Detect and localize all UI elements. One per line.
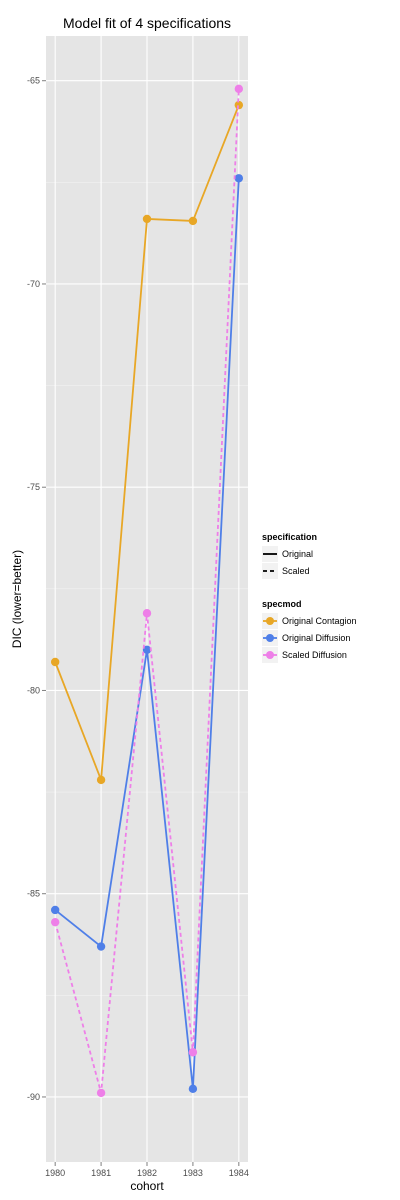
legend-key-point: [266, 651, 274, 659]
series-scaled-diffusion: [50, 84, 244, 1098]
x-tick-label: 1983: [183, 1168, 203, 1178]
data-point: [50, 657, 60, 667]
legend: specification Original Scaled specmod Origin…: [262, 532, 357, 663]
data-point: [188, 216, 198, 226]
legend-title: specification: [262, 532, 317, 542]
series-original-diffusion: [50, 174, 244, 1094]
data-point: [142, 214, 152, 224]
legend-title: specmod: [262, 599, 302, 609]
legend-label: Scaled Diffusion: [282, 650, 347, 660]
x-axis-ticks: 1980 1981 1982 1983 1984: [45, 1162, 249, 1178]
y-axis-ticks: -90 -85 -80 -75 -70 -65: [27, 76, 46, 1102]
x-tick-label: 1981: [91, 1168, 111, 1178]
data-point: [234, 100, 244, 110]
x-tick-label: 1980: [45, 1168, 65, 1178]
y-tick-label: -75: [27, 482, 40, 492]
data-point: [96, 775, 106, 785]
y-tick-label: -90: [27, 1092, 40, 1102]
x-tick-label: 1984: [229, 1168, 249, 1178]
legend-item: Original Contagion: [262, 613, 357, 629]
y-tick-label: -65: [27, 76, 40, 86]
y-axis-label: DIC (lower=better): [10, 550, 24, 648]
data-point: [96, 942, 106, 951]
data-point: [234, 174, 244, 183]
x-tick-label: 1982: [137, 1168, 157, 1178]
series-layer: [50, 84, 244, 1098]
data-point: [142, 645, 152, 655]
chart-title: Model fit of 4 specifications: [63, 15, 231, 31]
data-point: [50, 917, 60, 927]
data-point: [188, 1048, 198, 1057]
legend-item: Original: [262, 546, 313, 562]
data-point: [188, 1084, 198, 1094]
legend-item: Scaled Diffusion: [262, 647, 347, 663]
series-original-contagion: [50, 100, 244, 785]
legend-key-point: [266, 634, 274, 642]
legend-key-point: [266, 617, 274, 625]
legend-item: Original Diffusion: [262, 630, 350, 646]
legend-label: Scaled: [282, 566, 310, 576]
y-tick-label: -80: [27, 685, 40, 695]
data-point: [96, 1088, 106, 1098]
y-tick-label: -70: [27, 279, 40, 289]
legend-label: Original Diffusion: [282, 633, 350, 643]
data-point: [142, 609, 152, 618]
legend-item: Scaled: [262, 563, 310, 579]
y-tick-label: -85: [27, 889, 40, 899]
data-point: [234, 84, 244, 94]
legend-label: Original Contagion: [282, 616, 357, 626]
legend-label: Original: [282, 549, 313, 559]
grid: [46, 36, 248, 1162]
x-axis-label: cohort: [130, 1179, 164, 1193]
data-point: [50, 905, 60, 915]
